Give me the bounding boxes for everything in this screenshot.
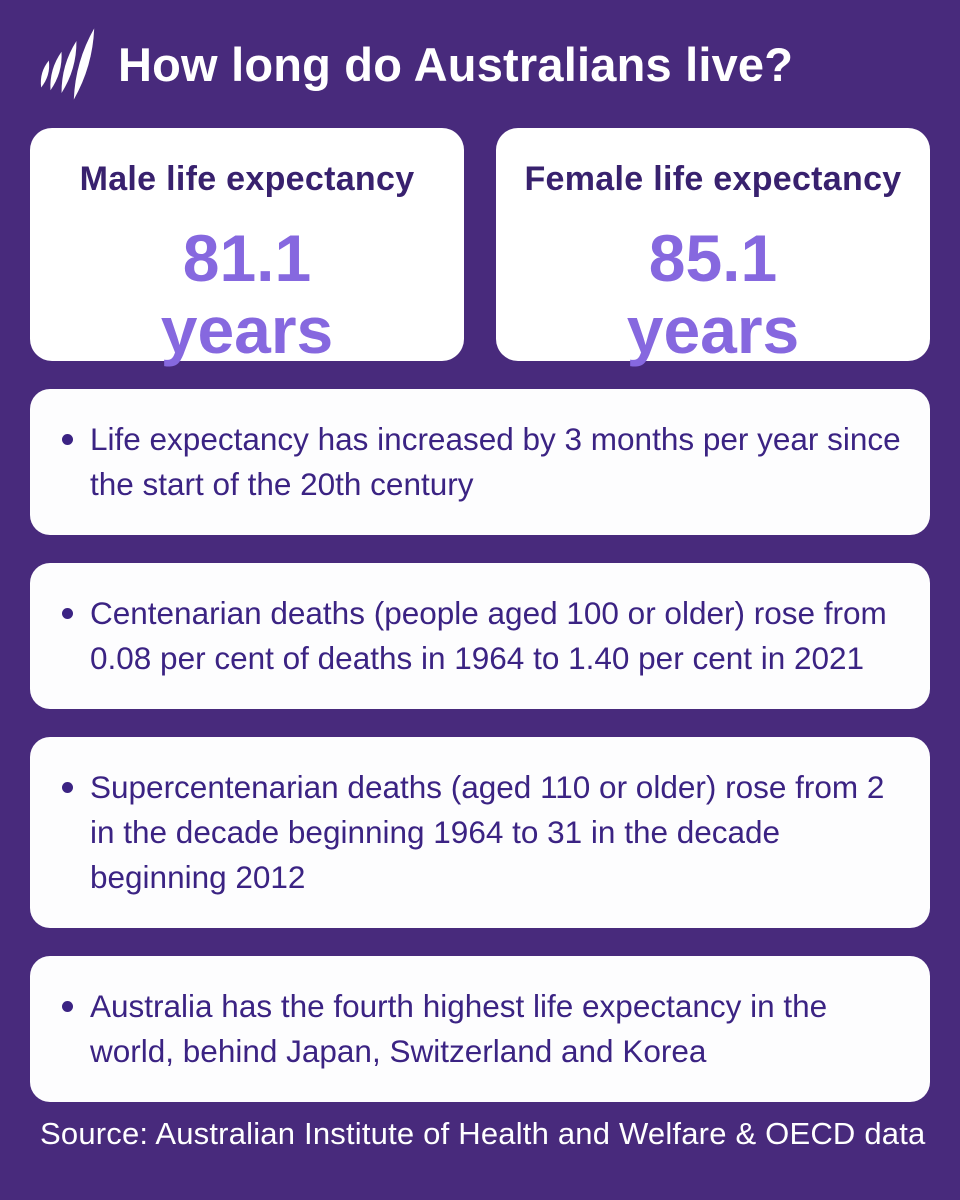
fact-card: Life expectancy has increased by 3 month… bbox=[30, 389, 930, 535]
stat-unit: years bbox=[626, 293, 800, 367]
stat-label: Male life expectancy bbox=[79, 160, 415, 198]
sbs-logo-icon bbox=[40, 28, 95, 100]
page-title: How long do Australians live? bbox=[118, 38, 794, 92]
stat-label: Female life expectancy bbox=[524, 160, 902, 198]
fact-text: Life expectancy has increased by 3 month… bbox=[90, 421, 901, 502]
bullet-icon bbox=[62, 608, 73, 619]
source-note: Source: Australian Institute of Health a… bbox=[40, 1116, 926, 1151]
stat-value: 81.1 bbox=[182, 221, 312, 295]
stat-card-female: Female life expectancy 85.1 years bbox=[496, 128, 930, 367]
fact-card: Supercentenarian deaths (aged 110 or old… bbox=[30, 737, 930, 928]
bullet-icon bbox=[62, 782, 73, 793]
fact-text: Supercentenarian deaths (aged 110 or old… bbox=[90, 769, 885, 895]
fact-text: Australia has the fourth highest life ex… bbox=[90, 988, 828, 1069]
bullet-icon bbox=[62, 434, 73, 445]
stats-row: Male life expectancy 81.1 years Female l… bbox=[30, 128, 930, 367]
fact-text: Centenarian deaths (people aged 100 or o… bbox=[90, 595, 887, 676]
fact-card: Australia has the fourth highest life ex… bbox=[30, 956, 930, 1102]
header: How long do Australians live? bbox=[0, 0, 960, 106]
stat-card-male: Male life expectancy 81.1 years bbox=[30, 128, 464, 367]
stat-unit: years bbox=[160, 293, 334, 367]
bullet-icon bbox=[62, 1001, 73, 1012]
fact-card: Centenarian deaths (people aged 100 or o… bbox=[30, 563, 930, 709]
stat-value: 85.1 bbox=[648, 221, 778, 295]
